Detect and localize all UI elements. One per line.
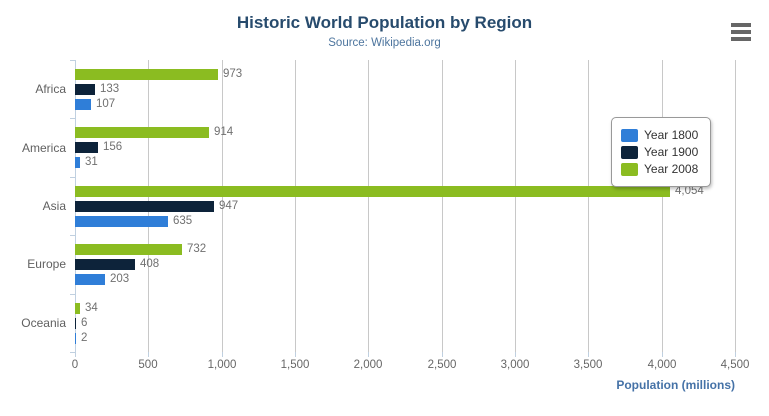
bar-value-label: 6 xyxy=(81,317,88,329)
legend-label: Year 1800 xyxy=(644,128,699,142)
legend-swatch-year-1900 xyxy=(621,145,638,159)
bar-america-year-2008[interactable] xyxy=(75,127,209,138)
bar-europe-year-1900[interactable] xyxy=(75,259,135,270)
export-menu-button[interactable] xyxy=(729,22,753,42)
category-row-europe: 732 408 203 xyxy=(75,235,735,293)
x-axis-tick xyxy=(588,352,589,357)
x-axis-tick-label: 3,500 xyxy=(573,359,603,371)
bar-europe-year-1800[interactable] xyxy=(75,274,105,285)
bar-asia-year-1800[interactable] xyxy=(75,216,168,227)
legend-label: Year 2008 xyxy=(644,162,699,176)
x-axis-tick xyxy=(75,352,76,357)
bar-value-label: 156 xyxy=(103,141,123,153)
x-axis-title: Population (millions) xyxy=(616,378,735,392)
category-label-america: America xyxy=(21,141,66,155)
bar-asia-year-2008[interactable] xyxy=(75,186,670,197)
bar-africa-year-1800[interactable] xyxy=(75,99,91,110)
bar-oceania-year-1800[interactable] xyxy=(75,333,76,344)
x-axis-tick-label: 2,000 xyxy=(353,359,383,371)
x-axis-tick-label: 1,500 xyxy=(280,359,310,371)
legend-label: Year 1900 xyxy=(644,145,699,159)
chart-subtitle: Source: Wikipedia.org xyxy=(328,37,441,49)
y-axis-tick xyxy=(70,235,75,236)
x-axis-tick xyxy=(368,352,369,357)
x-axis-tick-label: 500 xyxy=(138,359,158,371)
x-axis-tick xyxy=(735,352,736,357)
y-axis-tick xyxy=(70,118,75,119)
y-axis-tick xyxy=(70,177,75,178)
bar-value-label: 34 xyxy=(85,302,98,314)
category-label-oceania: Oceania xyxy=(21,316,66,330)
x-axis-tick-label: 2,500 xyxy=(427,359,457,371)
legend-swatch-year-2008 xyxy=(621,162,638,176)
legend: Year 1800 Year 1900 Year 2008 xyxy=(611,117,712,187)
category-row-africa: 973 133 107 xyxy=(75,60,735,118)
bar-value-label: 31 xyxy=(85,156,98,168)
gridline xyxy=(515,60,516,352)
gridline xyxy=(588,60,589,352)
gridline xyxy=(662,60,663,352)
bar-value-label: 947 xyxy=(219,200,239,212)
bar-value-label: 973 xyxy=(223,68,243,80)
legend-swatch-year-1800 xyxy=(621,128,638,142)
bar-oceania-year-1900[interactable] xyxy=(75,318,76,329)
x-axis-tick xyxy=(295,352,296,357)
x-axis-tick xyxy=(662,352,663,357)
bar-value-label: 635 xyxy=(173,215,193,227)
x-axis-tick-label: 0 xyxy=(71,359,79,371)
bar-value-label: 732 xyxy=(187,243,207,255)
category-label-africa: Africa xyxy=(35,82,66,96)
bar-value-label: 203 xyxy=(110,273,130,285)
bar-value-label: 107 xyxy=(96,98,116,110)
bar-value-label: 914 xyxy=(214,126,234,138)
gridline xyxy=(442,60,443,352)
hamburger-menu-icon xyxy=(731,30,751,34)
legend-item-year-2008[interactable]: Year 2008 xyxy=(621,162,698,176)
hamburger-menu-icon xyxy=(731,37,751,41)
bar-europe-year-2008[interactable] xyxy=(75,244,182,255)
x-axis-tick xyxy=(148,352,149,357)
bar-oceania-year-2008[interactable] xyxy=(75,303,80,314)
category-label-europe: Europe xyxy=(27,257,66,271)
x-axis-tick-label: 4,000 xyxy=(647,359,677,371)
bar-america-year-1800[interactable] xyxy=(75,157,80,168)
bar-value-label: 133 xyxy=(100,83,120,95)
x-axis-tick xyxy=(515,352,516,357)
bar-value-label: 4,054 xyxy=(675,185,704,197)
gridline xyxy=(735,60,736,352)
y-axis-tick xyxy=(70,352,75,353)
bar-america-year-1900[interactable] xyxy=(75,142,98,153)
x-axis-tick xyxy=(442,352,443,357)
gridline xyxy=(368,60,369,352)
legend-item-year-1900[interactable]: Year 1900 xyxy=(621,145,698,159)
category-row-america: 914 156 31 xyxy=(75,118,735,176)
bar-africa-year-1900[interactable] xyxy=(75,84,95,95)
bar-africa-year-2008[interactable] xyxy=(75,69,218,80)
bar-value-label: 408 xyxy=(140,258,160,270)
gridline xyxy=(295,60,296,352)
gridline xyxy=(222,60,223,352)
category-row-asia: 4,054 947 635 xyxy=(75,177,735,235)
x-axis-tick xyxy=(222,352,223,357)
bar-asia-year-1900[interactable] xyxy=(75,201,214,212)
legend-item-year-1800[interactable]: Year 1800 xyxy=(621,128,698,142)
y-axis-tick xyxy=(70,60,75,61)
x-axis-tick-label: 3,000 xyxy=(500,359,530,371)
category-label-asia: Asia xyxy=(42,199,66,213)
x-axis-tick-label: 1,000 xyxy=(207,359,237,371)
y-axis-tick xyxy=(70,294,75,295)
hamburger-menu-icon xyxy=(731,23,751,27)
bar-value-label: 2 xyxy=(81,332,88,344)
x-axis-tick-label: 4,500 xyxy=(720,359,750,371)
chart-title: Historic World Population by Region xyxy=(236,13,533,32)
category-row-oceania: 34 6 2 xyxy=(75,294,735,352)
plot-area: 973 133 107 914 156 31 4,054 947 635 732 408 203 34 6… xyxy=(75,60,736,352)
